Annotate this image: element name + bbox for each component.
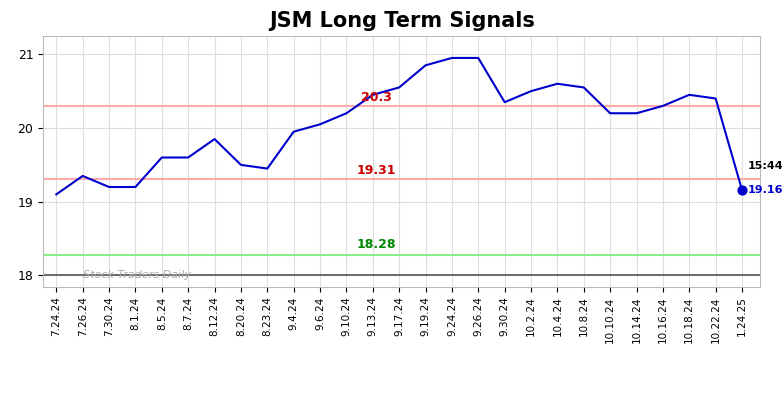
Text: 20.3: 20.3 [361,92,392,104]
Text: Stock Traders Daily: Stock Traders Daily [82,271,191,281]
Point [735,187,748,193]
Title: JSM Long Term Signals: JSM Long Term Signals [269,12,535,31]
Text: 18.28: 18.28 [357,238,397,251]
Text: 19.31: 19.31 [357,164,397,177]
Text: 19.16: 19.16 [747,185,782,195]
Text: 15:44: 15:44 [747,161,783,171]
